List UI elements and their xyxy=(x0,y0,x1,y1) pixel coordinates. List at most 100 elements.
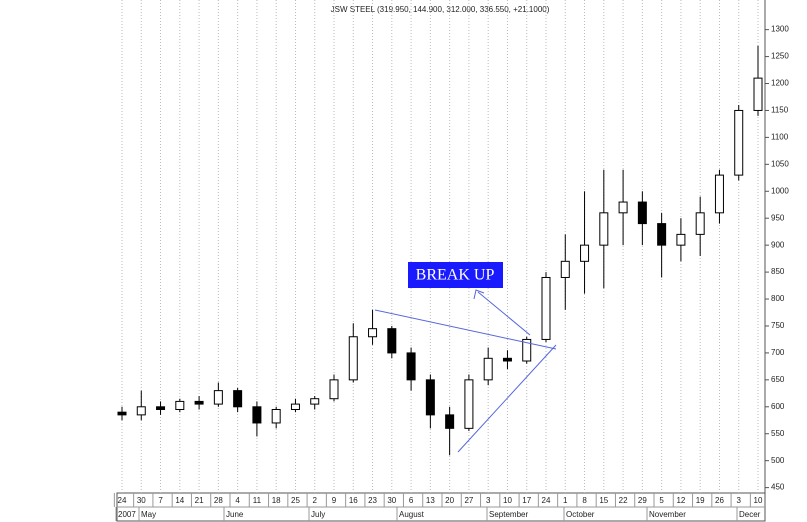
y-tick-label: 800 xyxy=(771,294,785,303)
x-tick-label: 22 xyxy=(619,496,628,505)
x-tick-label: 6 xyxy=(409,496,414,505)
candle-body xyxy=(213,390,223,405)
x-tick-label: 28 xyxy=(214,496,223,505)
x-tick-label: 1 xyxy=(563,496,568,505)
candle-body xyxy=(445,414,455,429)
y-tick-label: 600 xyxy=(771,402,785,411)
candle-body xyxy=(599,212,609,246)
x-tick-label: 10 xyxy=(503,496,512,505)
x-tick-label: 4 xyxy=(235,496,240,505)
y-tick-label: 950 xyxy=(771,213,785,222)
period-label: September xyxy=(489,510,528,519)
x-tick-label: 16 xyxy=(349,496,358,505)
candle-body xyxy=(541,276,551,340)
x-tick-label: 14 xyxy=(175,496,184,505)
candle-body xyxy=(425,379,435,416)
x-tick-label: 15 xyxy=(599,496,608,505)
x-tick-label: 30 xyxy=(387,496,396,505)
candle-body xyxy=(676,233,686,246)
candle-body xyxy=(464,379,474,429)
period-label: Decer xyxy=(739,510,761,519)
period-label: August xyxy=(399,510,425,519)
candle-body xyxy=(368,328,378,338)
period-label: 2007 xyxy=(118,510,136,519)
x-tick-label: 9 xyxy=(332,496,337,505)
candle-body xyxy=(156,406,166,410)
candle-body xyxy=(502,357,512,362)
y-tick-label: 650 xyxy=(771,375,785,384)
candle-body xyxy=(348,336,358,381)
y-tick-label: 1050 xyxy=(771,159,789,168)
period-label: July xyxy=(311,510,325,519)
x-tick-label: 19 xyxy=(696,496,705,505)
x-tick-label: 24 xyxy=(118,496,127,505)
y-tick-label: 1200 xyxy=(771,79,789,88)
x-tick-label: 20 xyxy=(445,496,454,505)
annotation-box xyxy=(408,262,503,288)
y-tick-label: 1150 xyxy=(771,106,789,115)
x-tick-label: 2 xyxy=(313,496,318,505)
period-label: October xyxy=(566,510,595,519)
candle-body xyxy=(580,244,590,262)
y-tick-label: 1100 xyxy=(771,133,789,142)
x-tick-label: 25 xyxy=(291,496,300,505)
x-tick-label: 26 xyxy=(715,496,724,505)
x-tick-label: 8 xyxy=(582,496,587,505)
candle-body xyxy=(252,406,262,424)
x-tick-label: 5 xyxy=(659,496,664,505)
candle-body xyxy=(734,109,744,176)
candle-body xyxy=(637,201,647,225)
trend-line xyxy=(457,344,557,453)
x-tick-label: 11 xyxy=(253,496,262,505)
candle-body xyxy=(618,201,628,214)
y-tick-label: 500 xyxy=(771,456,785,465)
x-tick-label: 3 xyxy=(486,496,491,505)
x-tick-label: 7 xyxy=(158,496,163,505)
x-tick-label: 3 xyxy=(737,496,742,505)
y-tick-label: 450 xyxy=(771,483,785,492)
x-tick-label: 12 xyxy=(676,496,685,505)
x-tick-label: 27 xyxy=(464,496,473,505)
candle-body xyxy=(290,403,300,410)
candle-body xyxy=(117,411,127,416)
candle-body xyxy=(695,212,705,235)
y-tick-label: 1000 xyxy=(771,186,789,195)
period-label: November xyxy=(649,510,686,519)
candle-body xyxy=(753,77,763,111)
chart-title: JSW STEEL (319.950, 144.900, 312.000, 33… xyxy=(331,5,550,14)
candle-body xyxy=(136,406,146,416)
x-tick-label: 10 xyxy=(754,496,763,505)
x-tick-label: 17 xyxy=(522,496,531,505)
y-tick-label: 750 xyxy=(771,321,785,330)
x-tick-label: 24 xyxy=(542,496,551,505)
period-label: May xyxy=(141,510,156,519)
candle-body xyxy=(560,260,570,278)
candle-body xyxy=(175,400,185,410)
period-label: June xyxy=(226,510,244,519)
x-tick-label: 21 xyxy=(195,496,204,505)
candle-body xyxy=(406,352,416,381)
candle-body xyxy=(522,338,532,362)
annotation-arrow xyxy=(477,291,531,336)
x-tick-label: 29 xyxy=(638,496,647,505)
candle-body xyxy=(329,379,339,400)
candle-body xyxy=(483,357,493,381)
trend-line xyxy=(374,309,557,350)
y-tick-label: 1250 xyxy=(771,52,789,61)
candle-body xyxy=(233,390,243,408)
arrow-head xyxy=(473,289,485,300)
candle-body xyxy=(194,400,204,405)
y-tick-label: 700 xyxy=(771,348,785,357)
x-tick-label: 18 xyxy=(272,496,281,505)
y-tick-label: 900 xyxy=(771,240,785,249)
candle-body xyxy=(271,408,281,424)
annotation: BREAK UP xyxy=(416,267,495,284)
y-tick-label: 550 xyxy=(771,429,785,438)
y-tick-label: 1300 xyxy=(771,25,789,34)
y-tick-label: 850 xyxy=(771,267,785,276)
candle-body xyxy=(310,398,320,405)
candle-body xyxy=(657,223,667,246)
candle-body xyxy=(387,328,397,354)
x-tick-label: 13 xyxy=(426,496,435,505)
